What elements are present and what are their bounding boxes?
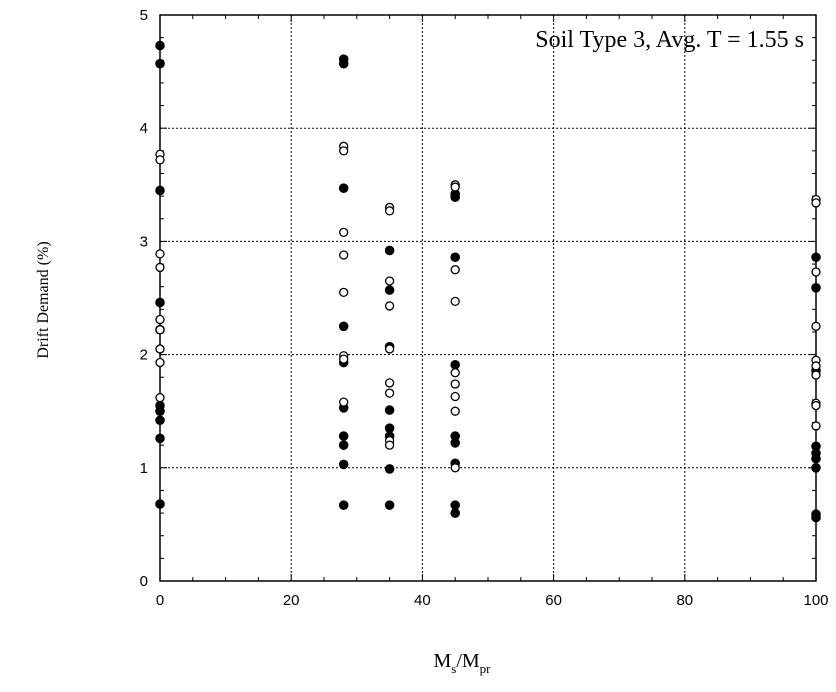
- data-point-filled: [338, 321, 349, 332]
- plot-frame: [159, 14, 817, 582]
- x-tick-label: 40: [414, 592, 431, 609]
- data-point-open: [155, 314, 165, 325]
- data-point-open: [339, 397, 349, 407]
- data-point-open: [450, 182, 460, 192]
- data-point-filled: [338, 440, 349, 450]
- data-point-filled: [155, 185, 165, 196]
- data-point-filled: [338, 431, 349, 441]
- data-point-filled: [155, 406, 165, 417]
- data-point-filled: [811, 512, 821, 523]
- data-point-open: [811, 267, 821, 277]
- data-point-open: [450, 406, 460, 416]
- tick-labels: 0 20 40 60 80 100 0 1 2 3 4 5: [140, 7, 829, 609]
- data-points: [155, 40, 821, 523]
- data-point-filled: [155, 40, 165, 51]
- data-point-filled: [384, 500, 395, 510]
- data-point-open: [155, 357, 165, 368]
- x-tick-label: 80: [676, 592, 693, 609]
- chart-annotation: Soil Type 3, Avg. T = 1.55 s: [535, 27, 804, 53]
- data-point-open: [450, 265, 460, 275]
- data-point-filled: [155, 433, 165, 444]
- x-label-main-1: M: [433, 650, 451, 672]
- data-point-filled: [811, 283, 821, 293]
- data-point-filled: [338, 183, 349, 193]
- data-point-filled: [450, 252, 461, 263]
- data-point-open: [339, 227, 349, 237]
- data-point-filled: [155, 415, 165, 426]
- data-point-filled: [384, 285, 395, 295]
- data-point-open: [811, 321, 821, 331]
- data-point-open: [339, 146, 349, 156]
- y-tick-label: 1: [140, 460, 148, 477]
- x-tick-label: 60: [545, 592, 562, 609]
- data-point-open: [339, 354, 349, 364]
- y-axis-label: Drift Demand (%): [35, 241, 52, 358]
- data-point-open: [155, 344, 165, 354]
- data-point-filled: [450, 508, 461, 518]
- grid-lines: [160, 15, 816, 581]
- x-tick-label: 100: [803, 592, 828, 609]
- data-point-filled: [338, 500, 349, 510]
- data-point-filled: [450, 359, 461, 370]
- data-point-filled: [450, 500, 461, 510]
- data-point-filled: [384, 464, 395, 474]
- data-point-filled: [811, 453, 821, 464]
- data-point-filled: [450, 192, 461, 203]
- data-point-open: [384, 378, 395, 388]
- data-point-open: [155, 155, 165, 165]
- y-tick-label: 4: [140, 120, 148, 137]
- x-tick-label: 0: [156, 592, 164, 609]
- x-label-sub-1: s: [451, 661, 456, 676]
- data-point-open: [384, 301, 395, 311]
- data-point-open: [155, 249, 165, 259]
- data-point-open: [811, 400, 821, 411]
- data-point-filled: [384, 423, 395, 433]
- data-point-filled: [811, 252, 821, 263]
- data-point-open: [450, 391, 460, 402]
- y-tick-label: 5: [140, 7, 148, 24]
- data-point-filled: [338, 58, 349, 69]
- data-point-open: [811, 198, 821, 208]
- y-tick-label: 2: [140, 347, 148, 364]
- x-label-sub-2: pr: [480, 661, 492, 676]
- data-point-open: [450, 379, 460, 389]
- data-point-open: [384, 440, 395, 450]
- data-point-open: [450, 463, 460, 473]
- data-point-filled: [155, 58, 165, 69]
- data-point-filled: [384, 405, 395, 415]
- data-point-filled: [811, 463, 821, 473]
- data-point-open: [339, 250, 349, 260]
- data-point-open: [384, 388, 395, 398]
- data-point-open: [450, 296, 460, 307]
- data-point-open: [811, 370, 821, 380]
- data-point-filled: [384, 245, 395, 256]
- data-point-open: [384, 206, 395, 216]
- data-point-open: [811, 421, 821, 431]
- y-tick-label: 3: [140, 233, 148, 250]
- y-tick-label: 0: [140, 573, 148, 590]
- data-point-open: [450, 368, 460, 378]
- data-point-open: [339, 287, 349, 297]
- data-point-open: [384, 276, 395, 286]
- data-point-open: [155, 325, 165, 335]
- data-point-open: [384, 344, 395, 354]
- data-point-open: [155, 262, 165, 273]
- data-point-filled: [155, 499, 165, 509]
- data-point-filled: [338, 459, 349, 470]
- data-point-open: [811, 361, 821, 371]
- x-label-main-2: /M: [456, 650, 480, 672]
- data-point-filled: [155, 297, 165, 308]
- data-point-filled: [450, 438, 461, 448]
- axis-ticks: [159, 14, 817, 582]
- x-tick-label: 20: [283, 592, 300, 609]
- x-axis-label: Ms/Mpr: [433, 650, 491, 676]
- data-point-open: [155, 392, 165, 403]
